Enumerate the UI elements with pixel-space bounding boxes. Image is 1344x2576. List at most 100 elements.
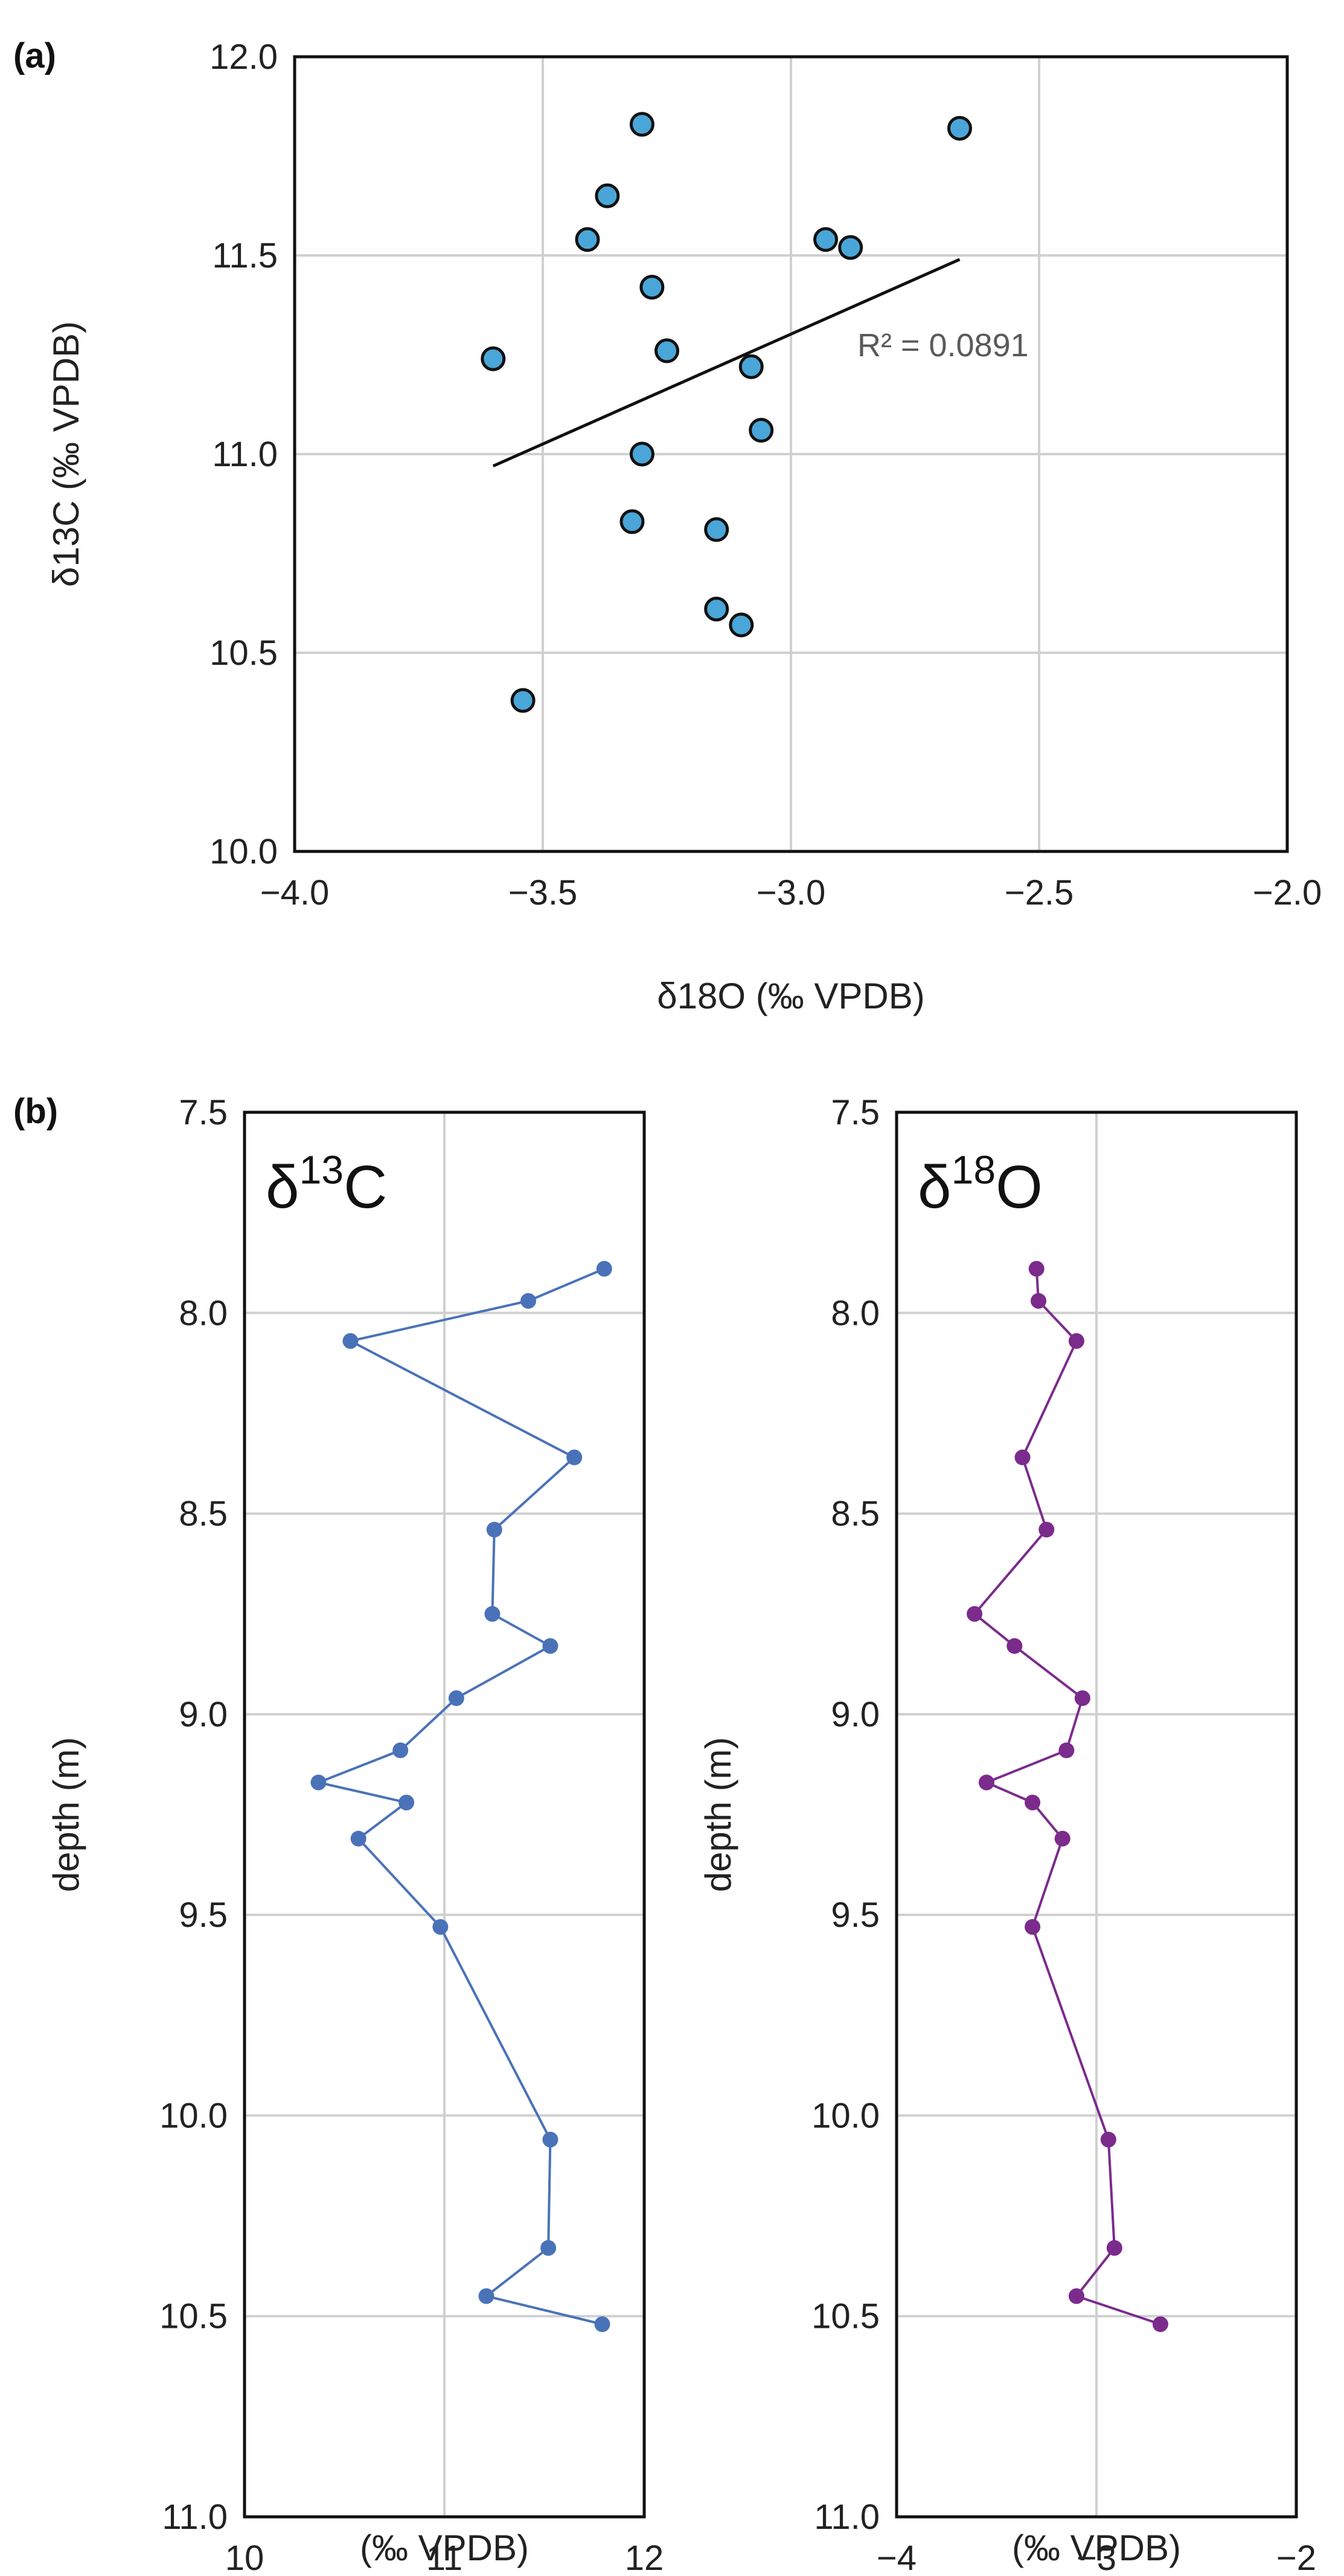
d13c-y-axis-title: depth (m) xyxy=(46,1737,86,1892)
scatter-point xyxy=(813,227,839,252)
scatter-point xyxy=(481,346,506,371)
scatter-point xyxy=(738,354,764,379)
d13c-title-element: C xyxy=(344,1153,387,1221)
scatter-point xyxy=(629,112,654,137)
b1-y-tick-label: 7.5 xyxy=(179,1093,228,1132)
scatter-x-tick-label: −2.0 xyxy=(1253,873,1322,912)
d13c-title-superscript: 13 xyxy=(299,1147,344,1192)
b2-data-point xyxy=(1025,1795,1041,1811)
b2-data-point xyxy=(1025,1919,1041,1935)
scatter-point xyxy=(947,115,972,141)
trendline xyxy=(492,258,961,468)
b2-data-point xyxy=(967,1606,983,1622)
scatter-points xyxy=(481,112,972,713)
b2-data-point xyxy=(1100,2132,1116,2148)
b2-data-point xyxy=(1014,1449,1031,1466)
b2-data-point xyxy=(978,1774,994,1790)
d18o-panel-title: δ18O xyxy=(918,1147,1043,1221)
b1-data-point xyxy=(350,1830,366,1847)
b1-data-point xyxy=(486,1522,502,1538)
b1-data-point xyxy=(596,1261,612,1277)
panel-b-label: (b) xyxy=(13,1092,58,1131)
panel-a-label: (a) xyxy=(13,36,56,75)
d13c-x-ticks: 10 11 12 xyxy=(225,2539,664,2576)
r-squared-label: R² = 0.0891 xyxy=(857,327,1029,364)
b2-data-point xyxy=(1028,1261,1045,1277)
b2-series-line xyxy=(973,1269,1161,2325)
scatter-point xyxy=(654,338,679,364)
b2-data-point xyxy=(1006,1638,1023,1654)
b1-data-point xyxy=(342,1333,359,1349)
d18o-x-axis-title: (‰ VPDB) xyxy=(1012,2528,1181,2568)
b1-data-point xyxy=(448,1690,464,1706)
b1-y-tick-label: 10.0 xyxy=(159,2096,228,2135)
scatter-point xyxy=(838,235,863,260)
b2-data-point xyxy=(1152,2316,1168,2333)
scatter-point xyxy=(595,183,620,208)
b2-x-tick-label: −2 xyxy=(1276,2539,1316,2576)
scatter-point xyxy=(629,441,654,467)
scatter-point xyxy=(639,275,665,300)
b1-data-point xyxy=(432,1919,449,1935)
scatter-point xyxy=(704,597,729,622)
b2-y-tick-label: 9.5 xyxy=(831,1895,880,1935)
scatter-point xyxy=(510,688,536,713)
b2-x-tick-label: −3 xyxy=(1077,2539,1116,2576)
scatter-x-axis-title: δ18O (‰ VPDB) xyxy=(657,976,925,1016)
scatter-y-tick-label: 10.0 xyxy=(210,832,278,871)
scatter-gridlines xyxy=(293,56,1288,853)
d13c-panel-title: δ13C xyxy=(266,1147,387,1221)
b1-data-point xyxy=(542,2132,558,2148)
scatter-x-tick-label: −3.0 xyxy=(757,873,826,912)
scatter-y-axis-title: δ13C (‰ VPDB) xyxy=(46,321,86,587)
b1-series-line xyxy=(314,1267,605,2325)
scatter-panel: (a) 10.0 10.5 11.0 11.5 12.0 −4.0 −3.5 −3.0 −2.… xyxy=(13,36,1322,1016)
b2-y-tick-label: 10.5 xyxy=(811,2297,880,2336)
scatter-plot-frame xyxy=(293,55,1289,853)
b1-data-point xyxy=(566,1449,583,1466)
b1-x-tick-label: 12 xyxy=(625,2539,664,2576)
b1-x-tick-label: 10 xyxy=(225,2539,264,2576)
d13c-x-axis-title: (‰ VPDB) xyxy=(360,2528,529,2568)
b1-data-point xyxy=(484,1606,501,1622)
b1-data-point xyxy=(594,2316,610,2333)
d18o-title-delta: δ xyxy=(918,1153,952,1221)
b1-y-tick-label: 8.0 xyxy=(179,1293,228,1333)
b1-data-point xyxy=(478,2288,494,2304)
scatter-point xyxy=(619,509,645,534)
b1-y-tick-label: 8.5 xyxy=(179,1495,228,1534)
scatter-point xyxy=(704,517,729,542)
d18o-title-superscript: 18 xyxy=(952,1147,996,1192)
scatter-x-tick-label: −2.5 xyxy=(1005,873,1074,912)
b2-y-tick-label: 11.0 xyxy=(814,2498,880,2537)
d18o-y-ticks: 7.5 8.0 8.5 9.0 9.5 10.0 10.5 11.0 xyxy=(811,1093,880,2537)
scatter-point xyxy=(575,227,600,252)
b1-data-point xyxy=(310,1774,327,1790)
b2-x-tick-label: −4 xyxy=(877,2539,917,2576)
b2-data-point xyxy=(1074,1690,1090,1706)
scatter-y-tick-label: 11.5 xyxy=(212,236,278,275)
d13c-y-ticks: 7.5 8.0 8.5 9.0 9.5 10.0 10.5 11.0 xyxy=(159,1093,228,2537)
d18o-series xyxy=(967,1261,1168,2333)
b1-y-tick-label: 9.5 xyxy=(179,1895,228,1935)
b1-data-point xyxy=(392,1742,409,1758)
d18o-gridlines xyxy=(895,1111,1298,2518)
b2-y-tick-label: 9.0 xyxy=(831,1695,880,1734)
b2-y-tick-label: 8.0 xyxy=(831,1293,880,1333)
b2-data-point xyxy=(1058,1742,1075,1758)
scatter-y-tick-label: 11.0 xyxy=(212,435,278,474)
b2-data-point xyxy=(1054,1830,1070,1847)
d18o-depth-panel: δ18O 7.58.08.59.09.510.010.511.0 −4 −3 −2 … xyxy=(698,1093,1316,2576)
b1-y-tick-label: 11.0 xyxy=(162,2498,228,2537)
b1-data-point xyxy=(520,1293,537,1309)
b2-data-point xyxy=(1068,2288,1084,2304)
d13c-title-delta: δ xyxy=(266,1153,299,1221)
scatter-y-tick-label: 10.5 xyxy=(210,633,278,673)
d13c-depth-panel: δ13C 7.58.08.59.09.510.010.511.0 10 11 12 … xyxy=(46,1093,664,2576)
scatter-x-tick-label: −3.5 xyxy=(508,873,578,912)
trendline-group xyxy=(492,258,961,468)
scatter-point xyxy=(749,418,774,443)
b2-y-tick-label: 7.5 xyxy=(831,1093,880,1132)
b2-data-point xyxy=(1106,2240,1122,2256)
